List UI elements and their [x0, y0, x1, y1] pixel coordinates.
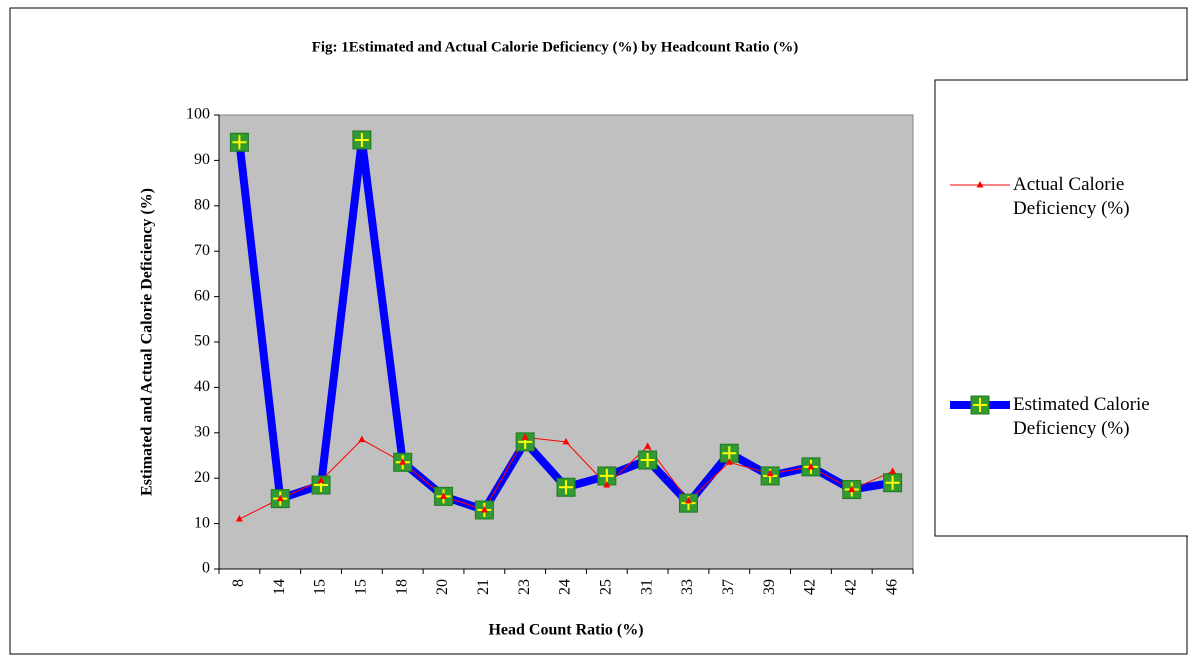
marker-triangle — [889, 467, 897, 474]
y-tick-label: 0 — [202, 560, 210, 577]
marker-square — [638, 450, 658, 470]
marker-square — [515, 432, 535, 452]
x-tick-label: 46 — [883, 579, 900, 595]
marker-triangle — [317, 476, 325, 483]
y-tick-label: 50 — [194, 333, 210, 350]
marker-triangle — [480, 505, 488, 513]
x-tick-label: 42 — [802, 579, 819, 595]
marker-plus — [973, 398, 987, 412]
marker-triangle — [358, 435, 366, 443]
x-tick-label: 20 — [434, 579, 451, 595]
y-tick-label: 20 — [194, 469, 210, 486]
marker-triangle — [235, 515, 243, 522]
marker-plus — [232, 135, 247, 150]
marker-plus — [722, 446, 737, 461]
marker-triangle — [766, 469, 774, 477]
x-tick-label: 25 — [597, 579, 614, 595]
marker-triangle — [848, 485, 856, 493]
marker-plus — [885, 475, 900, 490]
marker-triangle — [521, 433, 529, 440]
x-axis-title: Head Count Ratio (%) — [488, 622, 643, 639]
legend-label: Actual Calorie Deficiency (%) — [1013, 174, 1130, 219]
marker-triangle — [603, 481, 611, 488]
x-tick-label: 24 — [557, 579, 574, 595]
marker-triangle — [684, 496, 692, 504]
marker-square — [352, 130, 372, 150]
y-tick-label: 10 — [194, 514, 210, 531]
marker-square — [970, 395, 990, 415]
chart-title: Fig: 1Estimated and Actual Calorie Defic… — [312, 39, 799, 55]
x-tick-label: 15 — [312, 579, 329, 595]
x-tick-label: 14 — [271, 579, 288, 595]
y-tick-label: 100 — [186, 106, 210, 123]
y-tick-label: 90 — [194, 151, 210, 168]
y-tick-label: 80 — [194, 196, 210, 213]
marker-square — [556, 477, 576, 497]
x-tick-label: 18 — [393, 579, 410, 595]
marker-square — [229, 132, 249, 152]
x-tick-label: 31 — [638, 579, 655, 595]
y-tick-label: 60 — [194, 287, 210, 304]
marker-triangle — [399, 458, 407, 465]
marker-plus — [640, 453, 655, 468]
marker-triangle — [644, 442, 652, 449]
legend-box — [934, 79, 1188, 537]
marker-square — [597, 466, 617, 486]
marker-square — [311, 475, 331, 495]
marker-square — [719, 443, 739, 463]
marker-triangle — [725, 458, 733, 465]
x-tick-label: 15 — [353, 579, 370, 595]
x-tick-label: 21 — [475, 579, 492, 595]
marker-plus — [354, 132, 369, 147]
x-tick-label: 37 — [720, 579, 737, 595]
marker-triangle — [562, 437, 570, 445]
marker-square — [883, 473, 903, 493]
marker-triangle — [440, 492, 448, 499]
marker-plus — [559, 480, 573, 495]
marker-triangle — [807, 462, 815, 470]
legend-label: Estimated Calorie Deficiency (%) — [1013, 394, 1150, 439]
marker-triangle — [276, 494, 284, 502]
y-tick-label: 30 — [194, 423, 210, 440]
plot-area — [218, 114, 914, 570]
x-tick-label: 8 — [230, 579, 247, 587]
marker-plus — [599, 468, 614, 483]
x-tick-label: 42 — [842, 579, 859, 595]
y-tick-label: 40 — [194, 378, 210, 395]
x-tick-label: 39 — [761, 579, 778, 595]
marker-triangle — [976, 181, 984, 188]
x-tick-label: 33 — [679, 579, 696, 595]
x-tick-label: 23 — [516, 579, 533, 595]
y-tick-label: 70 — [194, 242, 210, 259]
y-axis-title: Estimated and Actual Calorie Deficiency … — [139, 188, 156, 496]
